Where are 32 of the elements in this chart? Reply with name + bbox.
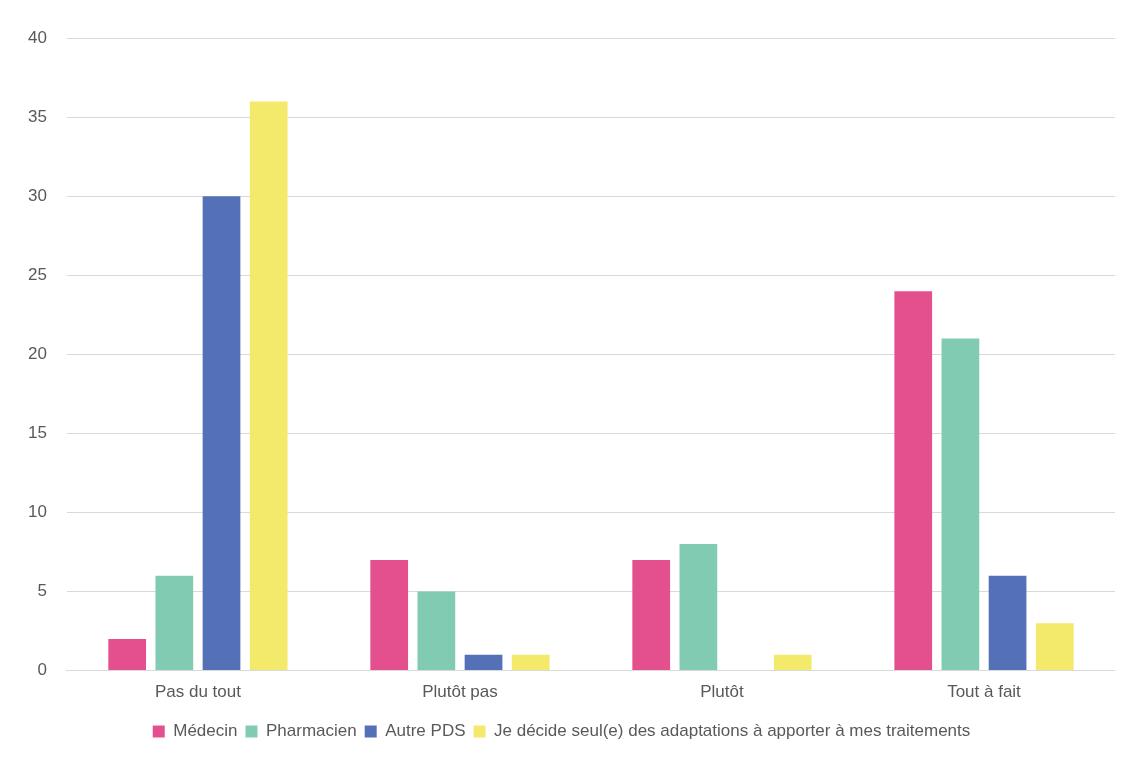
bar [370, 559, 409, 671]
bar [511, 654, 550, 671]
bar [773, 654, 812, 671]
bar [417, 591, 456, 671]
bar [894, 291, 933, 671]
y-tick-label: 0 [37, 660, 47, 680]
x-tick-label: Pas du tout [154, 682, 242, 702]
legend-label: Autre PDS [385, 721, 466, 741]
bar [941, 338, 980, 671]
y-tick-label: 5 [37, 581, 47, 601]
y-tick-label: 20 [27, 344, 47, 364]
y-tick-label: 10 [27, 502, 47, 522]
bar [155, 575, 194, 671]
x-tick-label: Plutôt [700, 682, 744, 702]
y-tick-label: 15 [27, 423, 47, 443]
legend-label: Médecin [173, 721, 238, 741]
y-tick-label: 40 [27, 27, 47, 47]
bar [202, 196, 241, 671]
legend-label: Je décide seul(e) des adaptations à apporter à mes traitements [494, 721, 971, 741]
bar [249, 101, 288, 671]
y-tick-label: 35 [27, 106, 47, 126]
bar [108, 638, 147, 671]
x-tick-label: Plutôt pas [422, 682, 498, 702]
bar [464, 654, 503, 671]
bar [679, 544, 718, 671]
bar [632, 559, 671, 671]
bar [1035, 623, 1074, 671]
y-tick-label: 30 [27, 185, 47, 205]
bar [988, 575, 1027, 671]
y-tick-label: 25 [27, 265, 47, 285]
x-tick-label: Tout à fait [947, 682, 1022, 702]
legend-label: Pharmacien [265, 721, 357, 741]
